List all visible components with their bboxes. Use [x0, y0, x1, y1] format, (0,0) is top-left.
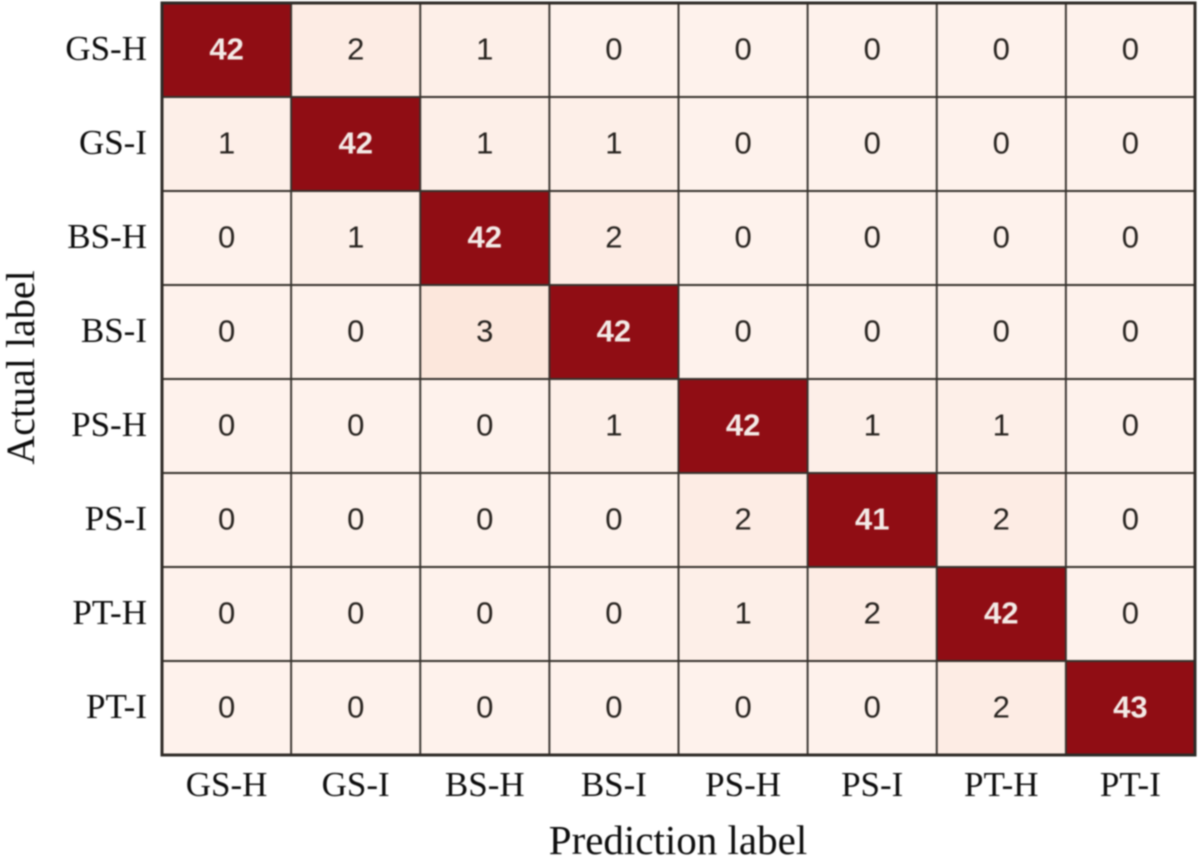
svg-text:GS-I: GS-I — [79, 123, 147, 162]
svg-text:GS-H: GS-H — [65, 29, 147, 68]
svg-text:0: 0 — [347, 314, 364, 349]
svg-text:0: 0 — [218, 220, 235, 255]
svg-text:0: 0 — [993, 220, 1010, 255]
svg-text:0: 0 — [1122, 502, 1139, 537]
svg-text:42: 42 — [468, 220, 502, 255]
svg-text:PT-H: PT-H — [72, 593, 147, 632]
svg-text:PS-I: PS-I — [85, 499, 147, 538]
svg-text:0: 0 — [476, 690, 493, 725]
svg-text:0: 0 — [347, 408, 364, 443]
svg-text:GS-I: GS-I — [322, 765, 390, 804]
svg-text:0: 0 — [476, 596, 493, 631]
svg-text:0: 0 — [1122, 220, 1139, 255]
svg-text:GS-H: GS-H — [186, 765, 268, 804]
svg-text:2: 2 — [993, 690, 1010, 725]
svg-text:0: 0 — [734, 126, 751, 161]
svg-text:0: 0 — [864, 126, 881, 161]
svg-text:BS-I: BS-I — [581, 765, 647, 804]
svg-text:0: 0 — [218, 596, 235, 631]
svg-text:0: 0 — [734, 220, 751, 255]
svg-text:3: 3 — [476, 314, 493, 349]
svg-text:1: 1 — [605, 408, 622, 443]
svg-text:0: 0 — [476, 502, 493, 537]
svg-text:1: 1 — [347, 220, 364, 255]
svg-text:0: 0 — [218, 690, 235, 725]
svg-text:BS-H: BS-H — [67, 217, 147, 256]
svg-text:0: 0 — [734, 314, 751, 349]
svg-text:PT-I: PT-I — [86, 687, 147, 726]
svg-text:0: 0 — [993, 126, 1010, 161]
svg-text:0: 0 — [347, 502, 364, 537]
svg-text:PS-I: PS-I — [841, 765, 903, 804]
svg-text:Actual label: Actual label — [0, 270, 43, 464]
svg-text:1: 1 — [476, 32, 493, 67]
svg-text:0: 0 — [218, 502, 235, 537]
svg-text:0: 0 — [864, 32, 881, 67]
svg-text:1: 1 — [734, 596, 751, 631]
svg-text:1: 1 — [605, 126, 622, 161]
svg-text:42: 42 — [597, 314, 631, 349]
svg-text:42: 42 — [209, 32, 243, 67]
svg-text:42: 42 — [984, 596, 1018, 631]
svg-text:42: 42 — [338, 126, 372, 161]
svg-text:0: 0 — [347, 690, 364, 725]
svg-text:42: 42 — [726, 408, 760, 443]
svg-text:0: 0 — [1122, 32, 1139, 67]
svg-text:0: 0 — [1122, 408, 1139, 443]
svg-text:0: 0 — [218, 314, 235, 349]
svg-text:0: 0 — [476, 408, 493, 443]
svg-text:0: 0 — [218, 408, 235, 443]
svg-text:0: 0 — [1122, 596, 1139, 631]
svg-text:0: 0 — [734, 32, 751, 67]
svg-text:43: 43 — [1113, 690, 1147, 725]
svg-text:BS-H: BS-H — [445, 765, 525, 804]
svg-text:BS-I: BS-I — [81, 311, 147, 350]
svg-text:1: 1 — [476, 126, 493, 161]
svg-text:PS-H: PS-H — [71, 405, 147, 444]
svg-text:0: 0 — [605, 502, 622, 537]
svg-text:PT-H: PT-H — [964, 765, 1039, 804]
svg-text:2: 2 — [347, 32, 364, 67]
svg-text:1: 1 — [864, 408, 881, 443]
svg-text:PT-I: PT-I — [1100, 765, 1161, 804]
svg-text:0: 0 — [993, 32, 1010, 67]
svg-text:0: 0 — [605, 596, 622, 631]
svg-text:0: 0 — [864, 314, 881, 349]
svg-text:0: 0 — [864, 220, 881, 255]
svg-text:41: 41 — [855, 502, 889, 537]
svg-text:0: 0 — [734, 690, 751, 725]
svg-text:PS-H: PS-H — [705, 765, 781, 804]
svg-text:0: 0 — [864, 690, 881, 725]
svg-text:0: 0 — [605, 32, 622, 67]
svg-text:Prediction label: Prediction label — [549, 817, 807, 859]
svg-text:0: 0 — [347, 596, 364, 631]
svg-text:2: 2 — [993, 502, 1010, 537]
svg-text:1: 1 — [218, 126, 235, 161]
svg-text:0: 0 — [1122, 126, 1139, 161]
svg-text:2: 2 — [734, 502, 751, 537]
svg-text:0: 0 — [993, 314, 1010, 349]
svg-text:2: 2 — [864, 596, 881, 631]
svg-text:2: 2 — [605, 220, 622, 255]
svg-text:0: 0 — [1122, 314, 1139, 349]
svg-text:1: 1 — [993, 408, 1010, 443]
svg-text:0: 0 — [605, 690, 622, 725]
